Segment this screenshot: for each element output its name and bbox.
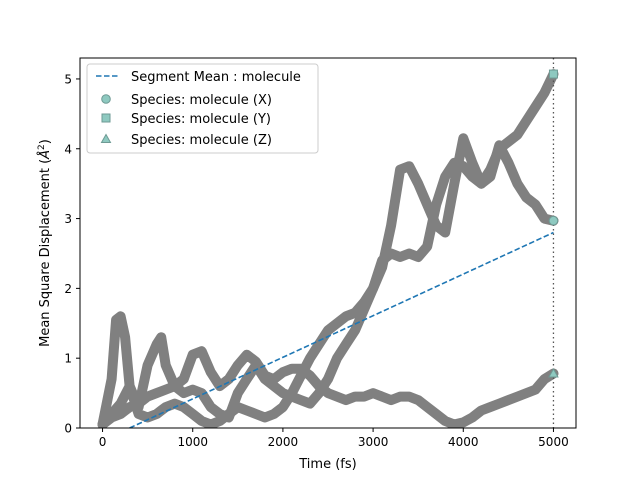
y-tick-label: 5: [64, 72, 72, 86]
legend-x-label: Species: molecule (X): [131, 93, 272, 108]
y-axis-unit: Å: [37, 150, 53, 160]
legend-y-label: Species: molecule (Y): [131, 112, 271, 127]
x-tick-label: 2000: [268, 435, 299, 449]
legend-z-marker: [100, 133, 112, 143]
y-tick-label: 1: [64, 352, 72, 366]
axes-frame: [79, 57, 577, 429]
legend: Segment Mean : molecule Species: molecul…: [86, 63, 319, 154]
legend-y-marker: [101, 113, 111, 123]
y-tick-label: 3: [64, 212, 72, 226]
series-line-0: [97, 133, 559, 428]
x-tick-label: 3000: [358, 435, 389, 449]
end-marker-square: [548, 69, 558, 79]
y-tick-label: 2: [64, 282, 72, 296]
x-tick-label: 5000: [538, 435, 569, 449]
y-axis-unit-exponent: 2: [37, 144, 47, 150]
y-axis-label: Mean Square Displacement (Å2): [37, 139, 53, 347]
y-tick-label: 0: [64, 422, 72, 436]
segment-mean-line: [129, 231, 554, 428]
x-tick-label: 0: [99, 435, 107, 449]
legend-box: [86, 63, 319, 154]
y-tick-label: 4: [64, 142, 72, 156]
plot-layer: [97, 58, 559, 428]
x-axis-label: Time (fs): [298, 457, 356, 472]
x-tick-label: 1000: [177, 435, 208, 449]
series-line-2: [97, 346, 559, 428]
x-tick-label: 4000: [448, 435, 479, 449]
end-marker-circle: [548, 215, 559, 226]
legend-z-label: Species: molecule (Z): [131, 133, 272, 148]
legend-x-marker: [101, 94, 111, 104]
y-axis-label-text: Mean Square Displacement: [38, 168, 53, 347]
ticks-layer: 0 1000 2000 3000 4000 5000 0 1 2 3 4 5: [64, 72, 568, 449]
legend-mean-label: Segment Mean : molecule: [131, 70, 301, 85]
end-marker-triangle: [548, 368, 559, 378]
